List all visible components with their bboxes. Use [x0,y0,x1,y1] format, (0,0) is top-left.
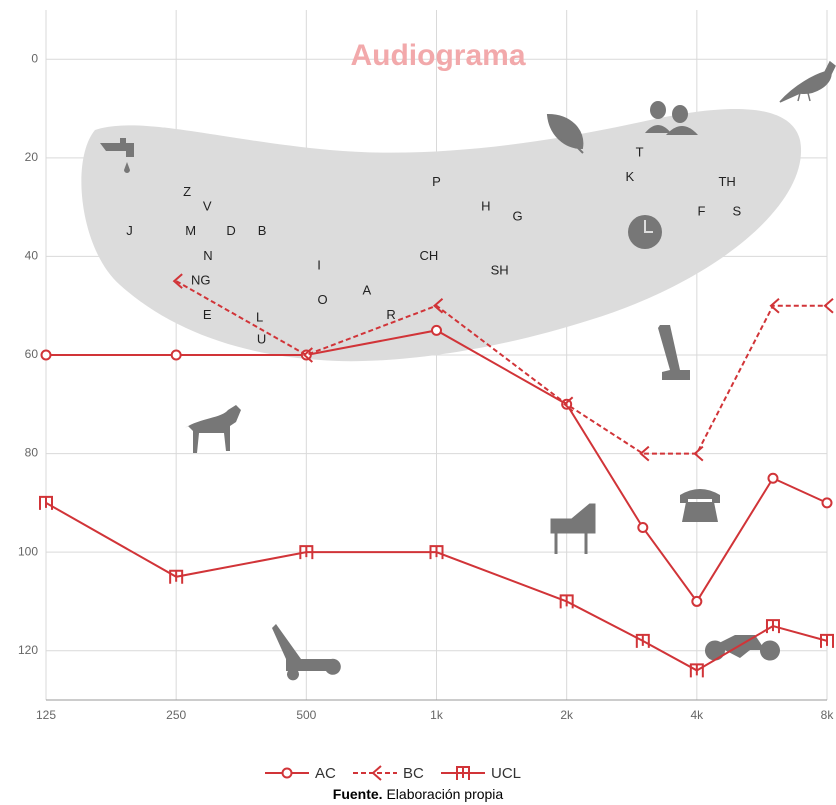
marker [432,297,444,314]
marker [371,765,382,781]
bird-icon [779,60,836,103]
phone-icon [680,489,720,522]
speech-sound: T [636,144,644,159]
marker [39,495,53,510]
marker [170,349,182,361]
background [81,60,836,681]
speech-sound: I [317,258,321,273]
y-tick-label: 0 [31,51,38,65]
x-tick-label: 8k [821,708,835,722]
speech-sound: Z [183,184,191,199]
speech-sound: CH [419,248,438,263]
speech-sound: E [203,307,212,322]
chart-title: Audiograma [350,39,525,72]
speech-sound: D [226,223,235,238]
speech-sound: N [203,248,212,263]
speech-sound: L [256,309,263,324]
marker [456,766,470,780]
marker [281,767,293,779]
speech-sound: SH [491,263,509,278]
speech-sound: J [126,223,133,238]
y-tick-label: 80 [25,446,39,460]
speech-sound: NG [191,273,211,288]
speech-sound: P [432,174,441,189]
leaf-icon [546,113,584,154]
speech-banana [81,108,802,362]
y-tick-label: 100 [18,544,38,558]
speech-sound: K [626,169,635,184]
marker [563,396,574,413]
marker [429,545,444,560]
speech-sound: TH [718,174,735,189]
marker [637,522,649,533]
marker [431,324,442,336]
marker [765,619,780,634]
motorcycle-icon [705,635,780,661]
icons [100,60,836,681]
marker [559,594,574,609]
speech-sound: H [481,199,490,214]
marker [769,297,780,314]
speech-sound: S [733,204,742,219]
caption-text: Elaboración propia [386,786,503,802]
speech-sound: U [257,332,266,347]
speech-sound: F [697,204,705,219]
series-line [175,280,827,455]
x-tick-label: 250 [166,708,186,722]
speech-sound: A [362,282,371,297]
clock-icon [628,215,662,249]
y-tick-label: 20 [25,150,39,164]
marker [40,349,52,361]
marker [639,445,650,462]
speech-sound: M [185,223,196,238]
marker [767,472,779,484]
speech-sound: B [258,223,267,238]
mower-icon [272,624,341,681]
marker [299,545,314,560]
marker [635,633,650,648]
y-tick-label: 40 [25,249,39,263]
legend-label: BC [403,765,424,782]
speech-sound: O [317,292,327,307]
piano-icon [550,503,596,554]
faucet-icon [100,138,134,173]
marker [689,663,704,678]
legend-label: UCL [491,765,521,782]
people-icon [645,101,698,135]
x-tick-label: 1k [430,708,444,722]
marker [691,595,703,607]
marker [169,569,184,584]
marker [302,347,313,363]
legend-label: AC [315,765,336,782]
marker [172,273,183,289]
speech-sound: R [386,307,395,322]
speech-sound: G [513,208,523,223]
caption-label: Fuente. [333,786,383,802]
marker [693,445,704,462]
dog-icon [185,405,241,453]
y-tick-label: 120 [18,643,38,657]
y-tick-label: 60 [25,347,39,361]
vacuum-icon [658,325,690,380]
x-tick-label: 125 [36,708,56,722]
marker [820,633,834,648]
marker [823,297,834,314]
caption: Fuente. Elaboración propia [333,786,504,802]
x-tick-label: 500 [296,708,316,722]
x-tick-label: 2k [560,708,574,722]
speech-sound: V [203,199,212,214]
x-tick-label: 4k [690,708,704,722]
marker [821,497,833,509]
